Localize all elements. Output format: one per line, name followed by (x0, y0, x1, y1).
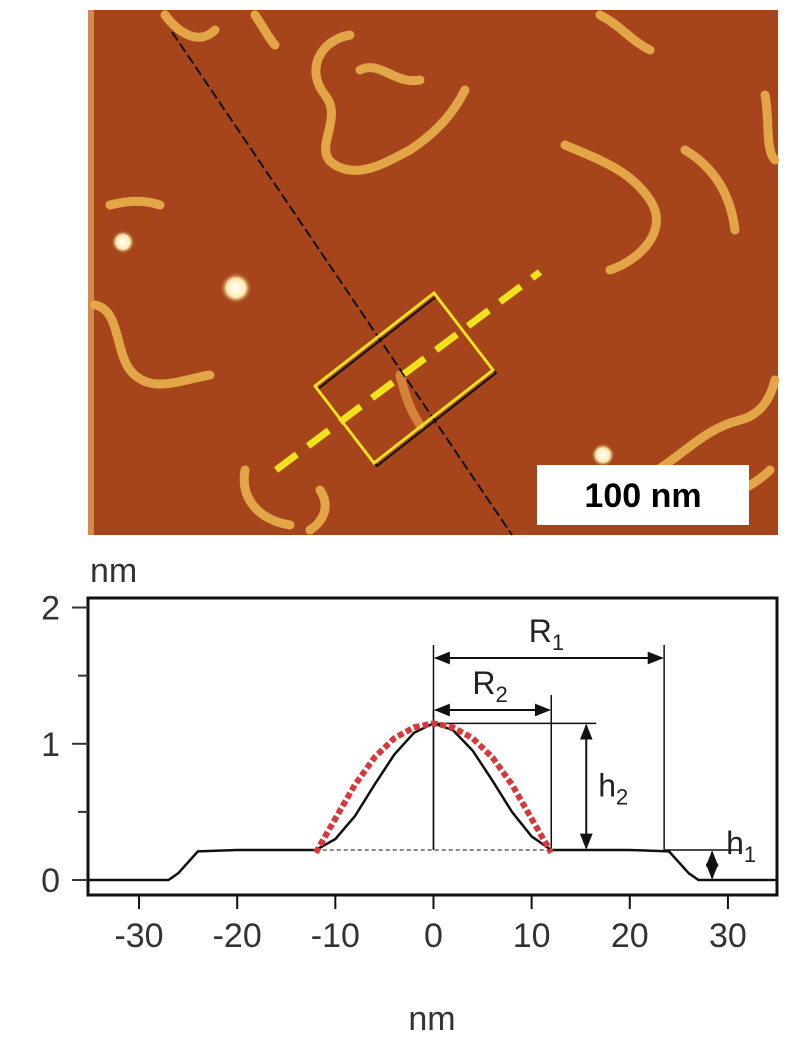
strand (680, 145, 740, 235)
image-edge (88, 10, 94, 535)
strand (760, 90, 780, 165)
particle (111, 230, 135, 254)
strand (595, 10, 655, 55)
y-tick-label: 2 (41, 590, 60, 628)
strand (250, 10, 280, 50)
annotation-text: h (726, 825, 744, 861)
profile-line (313, 720, 554, 855)
annotation-subscript: 2 (616, 785, 628, 810)
profile-line (88, 721, 777, 882)
annotation-label: h1 (726, 825, 756, 867)
x-axis-label: nm (408, 1000, 455, 1038)
afm-image: 100 nm (88, 10, 780, 536)
annotation-label: R1 (529, 613, 564, 655)
y-axis-label: nm (90, 552, 137, 590)
image-background (88, 10, 778, 535)
y-tick-label: 1 (41, 726, 60, 764)
annotation-subscript: 1 (744, 842, 756, 867)
annotation-text: R (472, 665, 495, 701)
strand (239, 465, 295, 530)
strand (160, 10, 220, 42)
strand (305, 485, 330, 535)
x-tick-label: 30 (709, 917, 747, 955)
strand (311, 30, 470, 175)
particle (220, 272, 252, 304)
annotation-text: h (598, 768, 616, 804)
profile-line (273, 269, 543, 473)
scan-line (171, 31, 513, 536)
x-tick-label: -20 (213, 917, 262, 955)
x-tick-label: -10 (311, 917, 360, 955)
x-tick-label: 0 (424, 917, 443, 955)
x-tick-label: -30 (114, 917, 163, 955)
annotation-label: R2 (472, 665, 507, 707)
strand (560, 140, 661, 275)
annotation-label: h2 (598, 768, 628, 810)
scale-bar-label: 100 nm (584, 477, 701, 515)
selection-box (312, 290, 496, 466)
strand (355, 63, 425, 86)
strand (90, 300, 215, 389)
annotation-subscript: 1 (552, 630, 564, 655)
x-tick-label: 20 (611, 917, 649, 955)
annotation-text: R (529, 613, 552, 649)
strand (395, 370, 425, 430)
strand (105, 196, 165, 210)
scale-bar-box (537, 465, 749, 525)
annotation-subscript: 2 (495, 682, 507, 707)
strand (635, 375, 780, 485)
y-tick-label: 0 (41, 862, 60, 900)
x-tick-label: 10 (513, 917, 551, 955)
particle (591, 443, 615, 467)
